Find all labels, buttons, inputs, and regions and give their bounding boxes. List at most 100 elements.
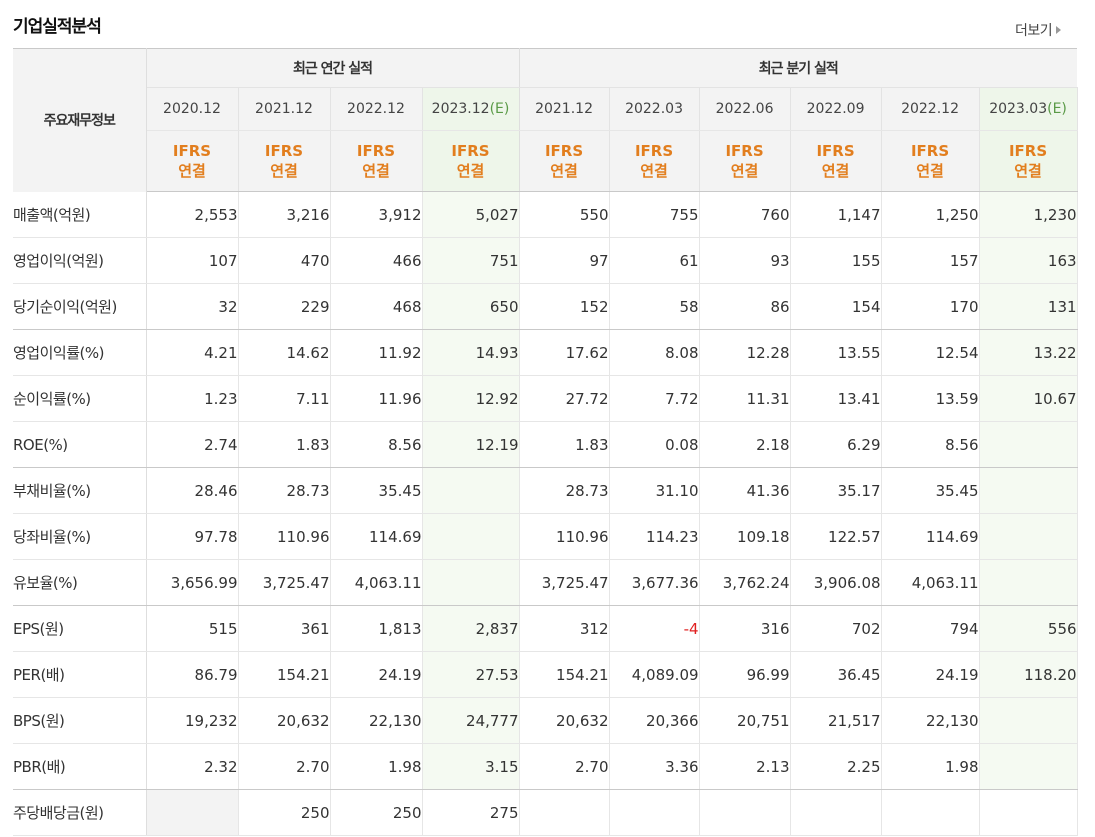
period-annual-2021-12: 2021.12 [238, 87, 331, 131]
value-cell: 154.21 [519, 651, 610, 698]
value-cell: 5,027 [422, 191, 520, 238]
value-cell: 515 [146, 605, 239, 652]
value-cell: 12.19 [422, 421, 520, 468]
value-cell: 131 [979, 283, 1078, 330]
value-cell: 3.36 [609, 743, 700, 790]
accounting-line2: 연결 [362, 162, 390, 180]
value-cell: 86 [699, 283, 791, 330]
value-cell: 20,366 [609, 697, 700, 744]
period-annual-2020-12: 2020.12 [146, 87, 239, 131]
value-cell: 4.21 [146, 329, 239, 376]
value-cell: 14.93 [422, 329, 520, 376]
value-cell: 28.46 [146, 467, 239, 514]
value-cell: 0.08 [609, 421, 700, 468]
row-label: 영업이익률(%) [13, 329, 147, 376]
estimate-mark: (E) [1047, 101, 1067, 117]
value-cell: 3,725.47 [238, 559, 331, 606]
value-cell: 1,813 [330, 605, 423, 652]
value-cell [979, 697, 1078, 744]
period-quarter-2022-12: 2022.12 [881, 87, 980, 131]
value-cell: 58 [609, 283, 700, 330]
value-cell: 2,837 [422, 605, 520, 652]
value-cell: 20,632 [519, 697, 610, 744]
table-row: 당좌비율(%) 97.78 110.96 114.69 110.96 114.23 109.… [13, 513, 1078, 560]
value-cell: 466 [330, 237, 423, 284]
value-cell: 118.20 [979, 651, 1078, 698]
value-cell: 122.57 [790, 513, 882, 560]
row-label: 매출액(억원) [13, 191, 147, 238]
accounting-standard: IFRS 연결 [330, 130, 423, 192]
accounting-line1: IFRS [1008, 142, 1048, 160]
value-cell [422, 513, 520, 560]
value-cell [979, 513, 1078, 560]
value-cell: 1.23 [146, 375, 239, 422]
value-cell: 2.32 [146, 743, 239, 790]
value-cell: 97 [519, 237, 610, 284]
value-cell: 36.45 [790, 651, 882, 698]
accounting-standard: IFRS 연결 [609, 130, 700, 192]
period-quarter-2021-12: 2021.12 [519, 87, 610, 131]
value-cell: 13.55 [790, 329, 882, 376]
value-cell: 760 [699, 191, 791, 238]
period-date: 2022.03 [625, 101, 683, 117]
value-cell: 22,130 [881, 697, 980, 744]
value-cell: 32 [146, 283, 239, 330]
accounting-line2: 연결 [270, 162, 298, 180]
value-cell: 3,912 [330, 191, 423, 238]
accounting-standard: IFRS 연결 [979, 130, 1078, 192]
accounting-standard: IFRS 연결 [422, 130, 520, 192]
period-quarter-2022-06: 2022.06 [699, 87, 791, 131]
value-cell: 163 [979, 237, 1078, 284]
accounting-standard: IFRS 연결 [519, 130, 610, 192]
value-cell: 35.45 [881, 467, 980, 514]
value-cell [609, 789, 700, 836]
accounting-standard: IFRS 연결 [699, 130, 791, 192]
value-cell: 2,553 [146, 191, 239, 238]
value-cell: 275 [422, 789, 520, 836]
accounting-line2: 연결 [821, 162, 850, 180]
value-cell: 24,777 [422, 697, 520, 744]
value-cell: 2.70 [238, 743, 331, 790]
value-cell: 3,906.08 [790, 559, 882, 606]
table-row: 유보율(%) 3,656.99 3,725.47 4,063.11 3,725.47 3,… [13, 559, 1078, 606]
more-link[interactable]: 더보기 [1015, 20, 1062, 40]
value-cell: 24.19 [881, 651, 980, 698]
value-cell: 28.73 [238, 467, 331, 514]
value-cell: 107 [146, 237, 239, 284]
value-cell: 4,063.11 [881, 559, 980, 606]
value-cell: 10.67 [979, 375, 1078, 422]
accounting-standard: IFRS 연결 [790, 130, 882, 192]
value-cell: 755 [609, 191, 700, 238]
value-cell: 27.72 [519, 375, 610, 422]
period-annual-2022-12: 2022.12 [330, 87, 423, 131]
accounting-line1: IFRS [172, 142, 212, 160]
value-cell: 11.31 [699, 375, 791, 422]
quarter-group-header: 최근 분기 실적 [519, 48, 1078, 88]
value-cell: 1,250 [881, 191, 980, 238]
value-cell: 20,751 [699, 697, 791, 744]
value-cell: 1.98 [330, 743, 423, 790]
value-cell: 1.83 [519, 421, 610, 468]
value-cell: 41.36 [699, 467, 791, 514]
period-quarter-2022-03: 2022.03 [609, 87, 700, 131]
value-cell: 86.79 [146, 651, 239, 698]
accounting-line2: 연결 [730, 162, 759, 180]
accounting-line2: 연결 [550, 162, 578, 180]
accounting-line1: IFRS [910, 142, 950, 160]
value-cell: 114.23 [609, 513, 700, 560]
value-cell: 154 [790, 283, 882, 330]
value-cell: 22,130 [330, 697, 423, 744]
value-cell: 1.98 [881, 743, 980, 790]
row-label: 부채비율(%) [13, 467, 147, 514]
table-row: ROE(%) 2.74 1.83 8.56 12.19 1.83 0.08 2.18 6.29 8… [13, 421, 1078, 468]
row-label: PER(배) [13, 651, 147, 698]
table-row: PER(배) 86.79 154.21 24.19 27.53 154.21 4,089.0… [13, 651, 1078, 698]
value-cell: 20,632 [238, 697, 331, 744]
accounting-line1: IFRS [356, 142, 396, 160]
value-cell: 250 [330, 789, 423, 836]
table-row: 영업이익률(%) 4.21 14.62 11.92 14.93 17.62 8.08 12.2… [13, 329, 1078, 376]
value-cell: 114.69 [330, 513, 423, 560]
annual-group-header: 최근 연간 실적 [146, 48, 520, 88]
value-cell: 110.96 [519, 513, 610, 560]
value-cell: 468 [330, 283, 423, 330]
